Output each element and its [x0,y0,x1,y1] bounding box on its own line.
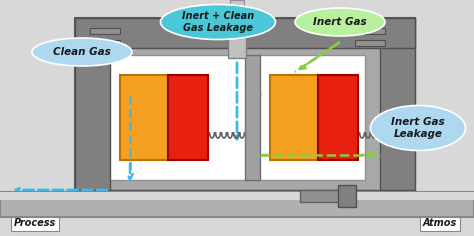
Text: Inert Gas: Inert Gas [313,17,367,27]
FancyBboxPatch shape [318,75,358,160]
FancyBboxPatch shape [355,28,385,34]
Text: Process: Process [14,218,56,228]
FancyBboxPatch shape [300,190,340,202]
Ellipse shape [371,105,465,151]
FancyBboxPatch shape [90,40,120,46]
Ellipse shape [161,4,275,39]
FancyBboxPatch shape [270,75,322,160]
FancyBboxPatch shape [75,190,415,203]
FancyBboxPatch shape [230,0,244,20]
FancyBboxPatch shape [90,28,120,34]
FancyBboxPatch shape [355,40,385,46]
FancyBboxPatch shape [75,18,110,203]
Text: Inert Gas
Leakage: Inert Gas Leakage [391,117,445,139]
FancyBboxPatch shape [75,18,415,203]
FancyBboxPatch shape [380,18,415,203]
Ellipse shape [295,8,385,36]
FancyBboxPatch shape [245,55,260,180]
FancyBboxPatch shape [75,18,415,48]
FancyBboxPatch shape [168,75,208,160]
FancyBboxPatch shape [0,192,474,200]
FancyBboxPatch shape [120,75,172,160]
Text: Inert + Clean
Gas Leakage: Inert + Clean Gas Leakage [182,11,254,33]
Text: Clean Gas: Clean Gas [53,47,111,57]
FancyBboxPatch shape [338,185,356,207]
FancyBboxPatch shape [228,18,246,58]
Ellipse shape [32,38,132,66]
FancyBboxPatch shape [105,55,365,180]
FancyBboxPatch shape [0,192,474,217]
Text: Atmos: Atmos [423,218,457,228]
